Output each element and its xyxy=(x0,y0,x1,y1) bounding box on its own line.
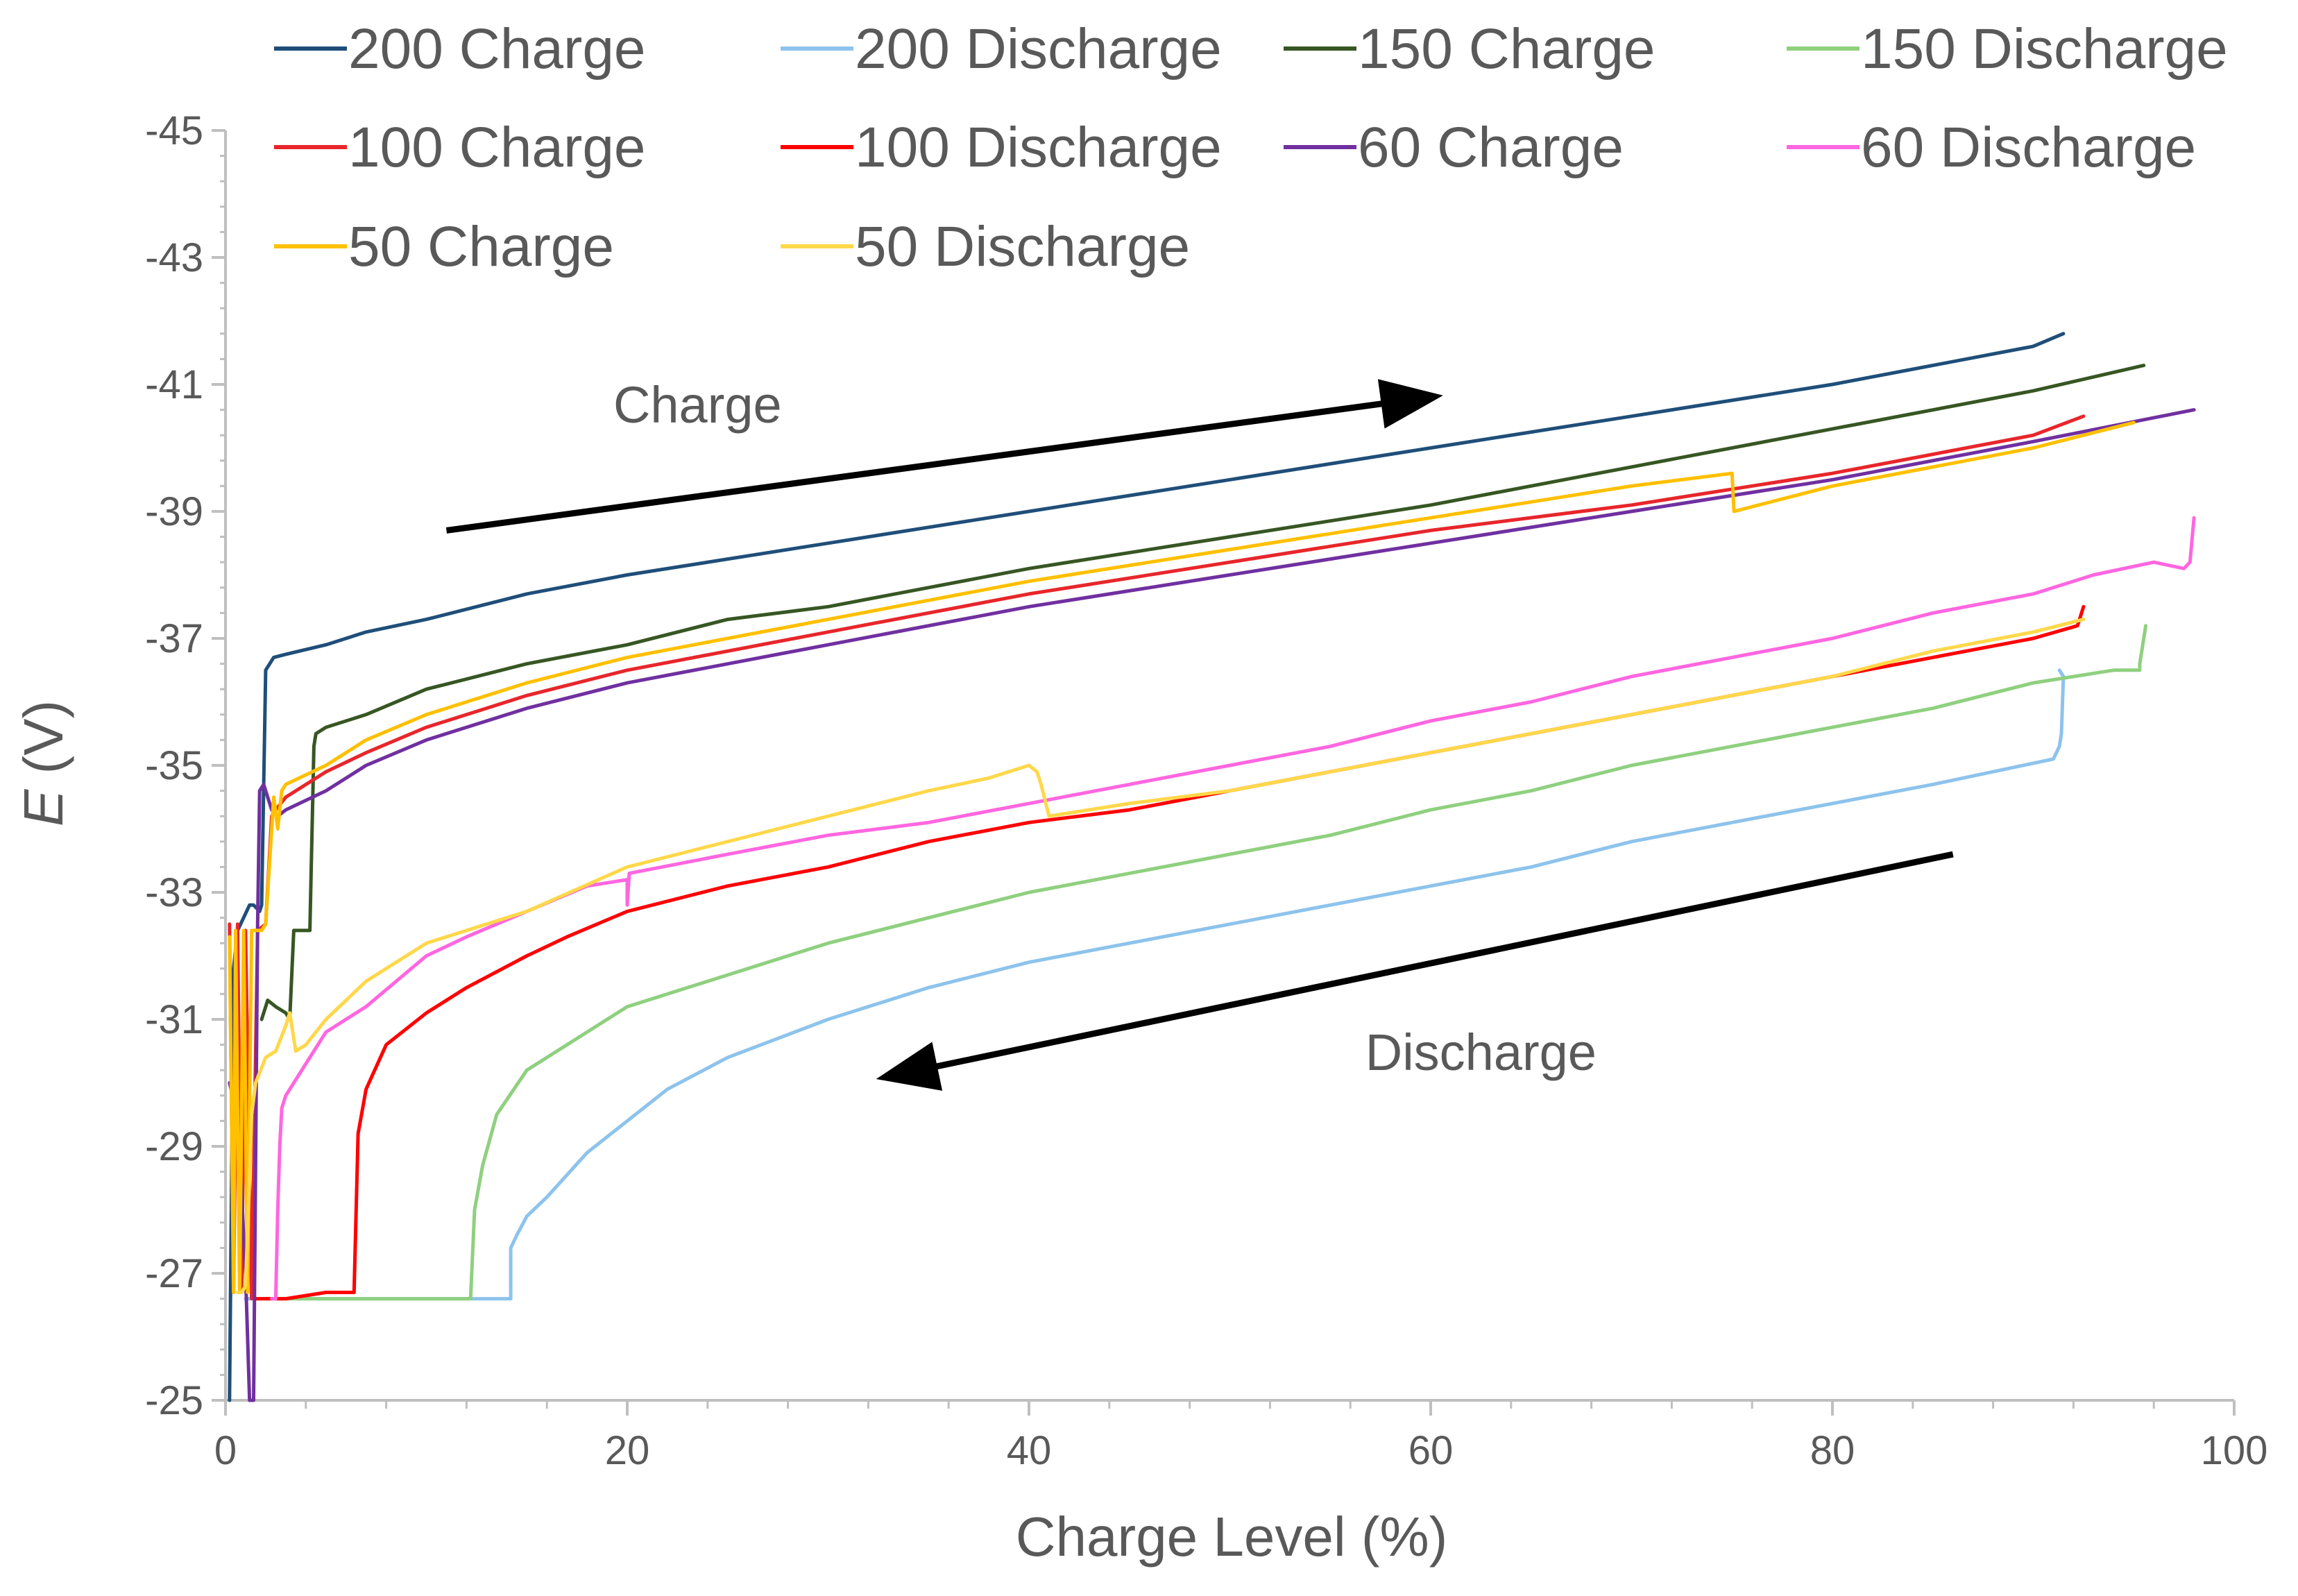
y-tick-label: -41 xyxy=(145,362,203,407)
legend-label-60-charge: 60 Charge xyxy=(1358,116,1624,179)
y-tick-label: -43 xyxy=(145,235,203,280)
series-line-100-discharge xyxy=(253,604,2086,1301)
y-tick-label: -25 xyxy=(145,1378,203,1423)
legend: 200 Charge 200 Discharge 150 Charge 150 Dis… xyxy=(274,17,2228,278)
series-layer xyxy=(228,332,2196,1402)
axes: -25 -27 -29 -31 -33 -35 -37 -39 -41 -43 -45 0 20 40 60… xyxy=(145,108,2267,1473)
series-line-60-charge xyxy=(228,408,2196,1402)
y-tick-label: -39 xyxy=(145,489,203,534)
series-line-200-discharge xyxy=(244,668,2066,1301)
axis-titles: Charge Level (%) E (V) xyxy=(12,700,1447,1568)
series-line-60-discharge xyxy=(270,516,2196,1301)
y-axis-unit: (V) xyxy=(12,700,74,790)
annotation-charge: Charge xyxy=(613,376,782,434)
series-line-150-discharge xyxy=(264,624,2148,1301)
legend-label-200-charge: 200 Charge xyxy=(348,17,646,80)
y-tick-label: -33 xyxy=(145,870,203,915)
x-tick-label: 80 xyxy=(1810,1428,1855,1473)
y-tick-label: -45 xyxy=(145,108,203,153)
y-tick-label: -29 xyxy=(145,1124,203,1169)
series-line-200-charge xyxy=(228,332,2066,1402)
legend-label-150-discharge: 150 Discharge xyxy=(1861,17,2228,80)
x-axis-title: Charge Level (%) xyxy=(1016,1506,1448,1568)
x-tick-label: 0 xyxy=(214,1428,237,1473)
y-axis-symbol: E xyxy=(12,788,74,826)
y-tick-label: -35 xyxy=(145,743,203,788)
series-line-50-charge xyxy=(228,421,2136,1294)
annotations: Charge Discharge xyxy=(445,376,1954,1091)
legend-label-50-discharge: 50 Discharge xyxy=(855,215,1190,278)
legend-label-60-discharge: 60 Discharge xyxy=(1861,116,2196,179)
x-tick-label: 100 xyxy=(2201,1428,2268,1473)
x-tick-label: 20 xyxy=(605,1428,650,1473)
charge-arrow xyxy=(445,379,1443,534)
discharge-arrow xyxy=(876,851,1954,1091)
legend-label-100-charge: 100 Charge xyxy=(348,116,646,179)
annotation-discharge: Discharge xyxy=(1365,1024,1597,1081)
series-line-50-discharge xyxy=(235,618,2086,1294)
y-axis-title: E (V) xyxy=(12,700,74,826)
x-tick-label: 60 xyxy=(1408,1428,1454,1473)
legend-label-50-charge: 50 Charge xyxy=(348,215,614,278)
y-tick-label: -37 xyxy=(145,616,203,661)
legend-label-200-discharge: 200 Discharge xyxy=(855,17,1222,80)
legend-label-150-charge: 150 Charge xyxy=(1358,17,1656,80)
legend-label-100-discharge: 100 Discharge xyxy=(855,116,1222,179)
y-tick-label: -31 xyxy=(145,997,203,1042)
y-tick-label: -27 xyxy=(145,1251,203,1296)
x-tick-label: 40 xyxy=(1007,1428,1052,1473)
